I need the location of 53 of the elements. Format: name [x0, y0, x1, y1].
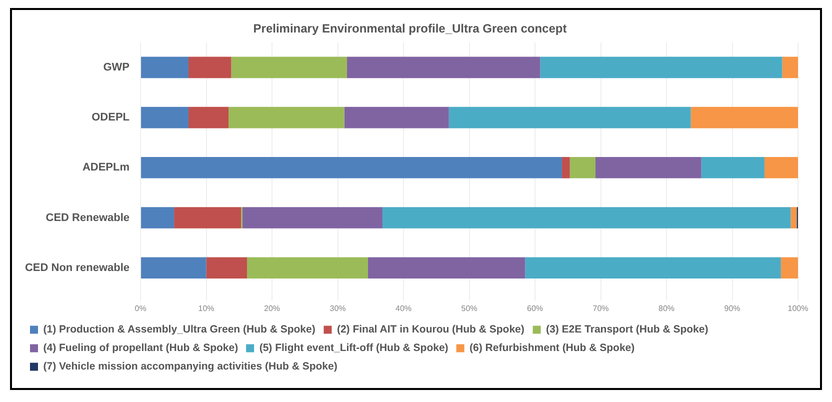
x-tick-label: 90% [724, 304, 740, 313]
y-tick-label: CED Non renewable [24, 262, 130, 274]
bar [595, 157, 702, 178]
bar [368, 257, 526, 278]
legend-label: (6) Refurbishment (Hub & Spoke) [470, 342, 635, 354]
x-tick-label: 60% [527, 304, 544, 313]
legend-label: (4) Fueling of propellant (Hub & Spoke) [43, 342, 238, 354]
bar [570, 157, 596, 178]
x-tick-label: 30% [330, 304, 346, 313]
bar [562, 157, 570, 178]
legend-label: (2) Final AIT in Kourou (Hub & Spoke) [336, 324, 524, 336]
bar [174, 207, 242, 228]
bar [188, 56, 232, 78]
bar [701, 157, 764, 178]
x-tick-label: 10% [198, 304, 214, 313]
x-tick-label: 80% [658, 304, 675, 313]
bar [141, 56, 189, 78]
x-tick-label: 100% [788, 304, 808, 313]
bar [540, 56, 782, 78]
bar [448, 106, 691, 128]
legend-label: (7) Vehicle mission accompanying activities (Hub & Spoke) [43, 360, 338, 373]
bar [764, 157, 798, 178]
x-tick-label: 50% [461, 304, 478, 313]
y-tick-label: GWP [103, 61, 130, 74]
bar [231, 56, 347, 78]
bar [141, 257, 206, 278]
bar [344, 106, 449, 128]
chart-title: Preliminary Environmental profile_Ultra Green concept [253, 22, 567, 36]
bar [247, 257, 368, 278]
x-tick-label: 0% [134, 304, 146, 313]
bar [525, 257, 781, 278]
bar [382, 207, 791, 228]
bar [206, 257, 248, 278]
bar [346, 56, 540, 78]
bar [141, 106, 189, 128]
bar [141, 157, 562, 178]
bar [782, 56, 798, 78]
x-tick-label: 40% [396, 304, 412, 313]
x-tick-label: 20% [264, 304, 280, 313]
legend-label: (1) Production & Assembly_Ultra Green (Hub & Spoke) [43, 324, 316, 336]
legend-label: (5) Flight event_Lift-off (Hub & Spoke) [259, 342, 448, 354]
x-tick-label: 70% [592, 304, 609, 313]
legend-label: (3) E2E Transport (Hub & Spoke) [546, 324, 708, 336]
y-tick-label: CED Renewable [46, 212, 130, 224]
y-tick-label: ODEPL [92, 112, 130, 124]
bar [141, 207, 174, 228]
y-tick-label: ADEPLm [82, 162, 130, 174]
bar [780, 257, 798, 278]
bar [242, 207, 382, 228]
bar [188, 106, 229, 128]
bar [690, 106, 798, 128]
bar [790, 207, 797, 228]
bar [228, 106, 344, 128]
